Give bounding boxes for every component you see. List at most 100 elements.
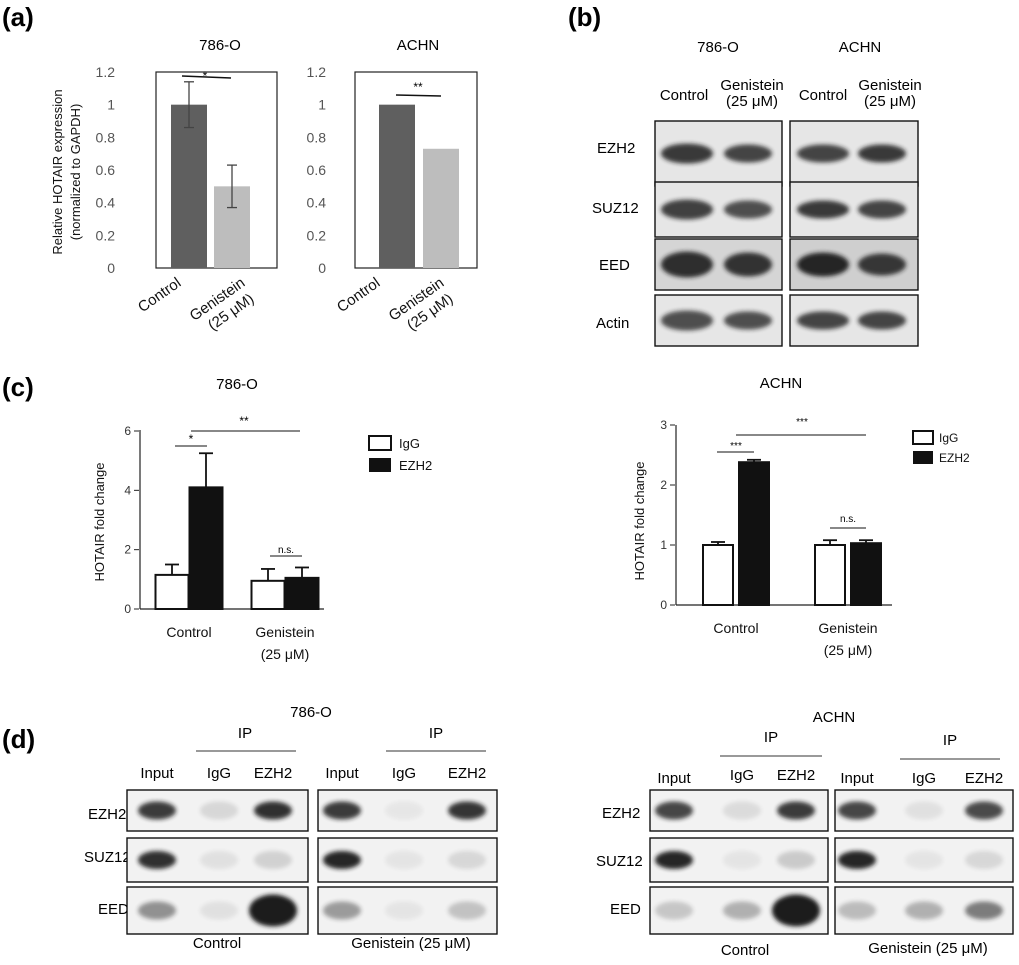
y-tick-label: 0.2 xyxy=(307,227,327,243)
significance-label: *** xyxy=(796,417,808,428)
lane-label: EZH2 xyxy=(254,765,292,782)
legend-label-ezh2: EZH2 xyxy=(399,458,432,473)
x-tick-genistein: Genistein xyxy=(255,624,314,640)
y-tick-label: 0 xyxy=(124,602,131,616)
y-tick-label: 0.4 xyxy=(96,195,116,211)
blot-strip xyxy=(789,120,919,187)
bar xyxy=(171,104,207,269)
y-tick-label: 6 xyxy=(124,424,131,438)
blot-strip xyxy=(649,837,829,883)
chart-a-achn: ACHN 00.20.40.60.811.2 ** Control Genist… xyxy=(307,37,478,334)
blot-band xyxy=(385,901,423,920)
condition-label-dose: (25 μM) xyxy=(726,93,778,110)
y-tick-label: 0.8 xyxy=(307,129,327,145)
blot-strip xyxy=(789,181,919,238)
y-tick-label: 0.6 xyxy=(307,162,327,178)
legend-label-ezh2: EZH2 xyxy=(939,451,970,465)
y-tick-labels: 0 2 4 6 xyxy=(124,424,139,616)
blot-band xyxy=(661,199,713,220)
blot-band xyxy=(448,901,486,920)
cell-line-786o: 786-O xyxy=(697,39,739,56)
blot-strip xyxy=(834,886,1014,935)
x-tick-control: Control xyxy=(135,274,184,316)
blot-band xyxy=(797,200,849,219)
blot-band xyxy=(723,851,761,869)
blot-band xyxy=(661,143,713,164)
row-label: SUZ12 xyxy=(596,853,643,870)
y-tick-label: 0 xyxy=(318,260,326,276)
legend-swatch-igg xyxy=(368,435,392,451)
y-tick-label: 1 xyxy=(318,97,326,113)
y-tick-label: 0.8 xyxy=(96,129,116,145)
y-axis-label-line2: (normalized to GAPDH) xyxy=(68,104,83,241)
panel-label-b: (b) xyxy=(568,2,601,32)
row-label: EED xyxy=(610,901,641,918)
bar-igg xyxy=(250,579,286,610)
ip-label: IP xyxy=(943,732,957,749)
blot-band xyxy=(724,252,772,277)
blot-band xyxy=(655,901,693,920)
lane-label: Input xyxy=(140,765,174,782)
x-tick-control: Control xyxy=(334,274,383,316)
bars xyxy=(379,104,459,269)
significance-label: * xyxy=(189,432,194,446)
blot-band xyxy=(448,801,486,820)
x-tick-control: Control xyxy=(166,624,211,640)
condition-label-dose: (25 μM) xyxy=(864,93,916,110)
lane-label: Input xyxy=(657,770,691,787)
bar-igg xyxy=(702,544,734,606)
blot-band xyxy=(797,144,849,163)
lane-label: Input xyxy=(840,770,874,787)
protein-label: Actin xyxy=(596,315,629,332)
x-tick-control: Control xyxy=(713,620,758,636)
blot-band xyxy=(797,311,849,330)
y-tick-label: 4 xyxy=(124,483,131,497)
blot-band xyxy=(777,801,815,820)
ip-label: IP xyxy=(429,725,443,742)
blot-band xyxy=(138,801,176,820)
blot-strip xyxy=(126,789,309,832)
blot-strips xyxy=(654,120,919,347)
blot-strip xyxy=(789,238,919,291)
blot-band xyxy=(448,851,486,869)
blot-band xyxy=(724,144,772,163)
x-tick-genistein-dose: (25 μM) xyxy=(824,642,873,658)
legend-label-igg: IgG xyxy=(399,436,420,451)
blot-band xyxy=(323,801,361,820)
group-caption: Control xyxy=(721,942,769,959)
chart-c-achn: ACHN HOTAIR fold change 0 1 2 3 *** *** n.s… xyxy=(632,375,970,658)
blot-band xyxy=(138,851,176,869)
bar-ezh2 xyxy=(188,486,224,610)
blot-strip xyxy=(317,789,498,832)
group-caption: Genistein (25 μM) xyxy=(868,940,988,957)
blot-band xyxy=(965,901,1003,920)
y-tick-label: 0.4 xyxy=(307,195,327,211)
coip-blot-786o: 786-O IP IP Input IgG EZH2 Input IgG EZH… xyxy=(84,704,486,952)
ip-label: IP xyxy=(238,725,252,742)
lane-label: EZH2 xyxy=(448,765,486,782)
blot-band xyxy=(797,252,849,277)
blot-band xyxy=(200,801,238,820)
blot-band xyxy=(323,901,361,920)
protein-label: EED xyxy=(599,257,630,274)
blot-strip xyxy=(834,789,1014,832)
protein-label: SUZ12 xyxy=(592,200,639,217)
legend-swatch-ezh2 xyxy=(369,458,391,472)
blot-band xyxy=(254,801,292,820)
y-axis-label-line1: Relative HOTAIR expression xyxy=(50,89,65,254)
blot-band xyxy=(838,901,876,920)
x-tick-genistein-dose: (25 μM) xyxy=(261,646,310,662)
blot-band xyxy=(858,144,906,163)
y-tick-label: 2 xyxy=(660,478,667,492)
blot-band xyxy=(655,801,693,820)
bars xyxy=(154,452,320,611)
blot-strip xyxy=(834,837,1014,883)
legend-swatch-igg xyxy=(912,430,934,445)
lane-label: IgG xyxy=(730,767,754,784)
y-tick-labels: 0 0.2 0.4 0.6 0.8 1 1.2 xyxy=(96,64,116,276)
x-tick-genistein: Genistein xyxy=(818,620,877,636)
row-label: EZH2 xyxy=(88,806,126,823)
blot-band xyxy=(858,200,906,219)
